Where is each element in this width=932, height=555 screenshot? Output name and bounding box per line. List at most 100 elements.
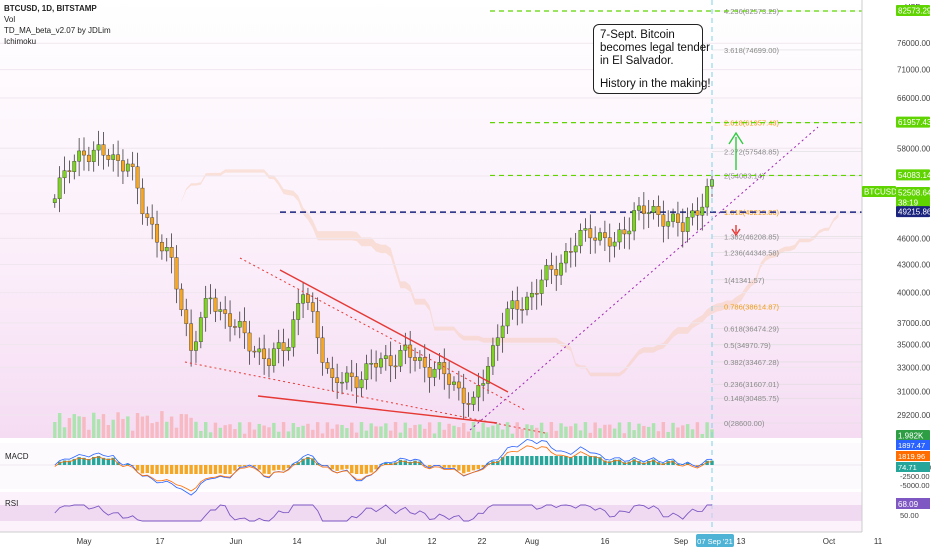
macd-histogram-bar xyxy=(355,465,358,474)
volume-bar xyxy=(355,433,358,438)
candle-body xyxy=(433,369,436,377)
time-tick-label: Sep xyxy=(674,537,689,546)
macd-histogram-bar xyxy=(467,465,470,472)
candle-body xyxy=(68,171,71,172)
price-tag-label: 52508.64 xyxy=(898,189,932,198)
price-tag-label: 49215.86 xyxy=(898,208,932,217)
macd-tick-label: -2500.00 xyxy=(900,472,930,481)
macd-histogram-bar xyxy=(262,465,265,474)
macd-histogram-bar xyxy=(233,465,236,471)
volume-bar xyxy=(438,422,441,438)
candle-body xyxy=(632,210,635,231)
candle-body xyxy=(272,349,275,366)
candle-body xyxy=(73,161,76,171)
candle-body xyxy=(53,199,56,203)
candle-body xyxy=(657,206,660,215)
volume-bar xyxy=(443,430,446,438)
volume-bar xyxy=(92,413,95,438)
candle-body xyxy=(331,368,334,377)
candle-body xyxy=(292,320,295,348)
candle-body xyxy=(447,374,450,385)
volume-bar xyxy=(102,414,105,438)
time-tick-label: Oct xyxy=(823,537,836,546)
macd-histogram-bar xyxy=(165,465,168,474)
candle-body xyxy=(92,150,95,162)
volume-bar xyxy=(228,424,231,438)
volume-bar xyxy=(112,420,115,438)
price-tag-label: 1.982K xyxy=(898,432,924,441)
volume-bar xyxy=(204,422,207,438)
candle-body xyxy=(296,303,299,319)
volume-bar xyxy=(199,431,202,438)
volume-bar xyxy=(467,431,470,438)
candle-body xyxy=(175,258,178,290)
candle-body xyxy=(63,171,66,178)
volume-bar xyxy=(671,423,674,438)
candle-body xyxy=(540,280,543,294)
candle-body xyxy=(696,211,699,216)
candle-body xyxy=(637,206,640,211)
candle-body xyxy=(253,351,256,352)
volume-bar xyxy=(681,425,684,438)
candle-body xyxy=(233,326,236,327)
macd-histogram-bar xyxy=(520,456,523,465)
fib-level-label: 0(28600.00) xyxy=(724,419,765,428)
fib-level-label: 2.272(57548.85) xyxy=(724,147,780,156)
candle-body xyxy=(603,233,606,238)
macd-histogram-bar xyxy=(350,465,353,473)
candle-body xyxy=(628,231,631,234)
volume-bar xyxy=(146,416,149,438)
volume-bar xyxy=(530,425,533,438)
volume-bar xyxy=(87,430,90,438)
volume-bar xyxy=(262,426,265,438)
volume-bar xyxy=(335,424,338,438)
macd-histogram-bar xyxy=(160,465,163,474)
annotation-line: in El Salvador. xyxy=(600,55,696,68)
candle-body xyxy=(574,246,577,252)
volume-bar xyxy=(165,422,168,438)
volume-bar xyxy=(462,423,465,438)
volume-bar xyxy=(58,413,61,438)
volume-bar xyxy=(472,422,475,438)
macd-histogram-bar xyxy=(506,456,509,465)
annotation-line: History in the making! xyxy=(600,78,696,91)
volume-bar xyxy=(662,422,665,438)
volume-bar xyxy=(423,429,426,438)
macd-histogram-bar xyxy=(155,465,158,474)
volume-bar xyxy=(603,425,606,438)
volume-bar xyxy=(657,431,660,438)
volume-bar xyxy=(296,427,299,438)
candle-body xyxy=(525,297,528,310)
volume-bar xyxy=(579,430,582,438)
volume-bar xyxy=(676,428,679,438)
candle-body xyxy=(258,349,261,352)
candle-body xyxy=(467,403,470,404)
candle-body xyxy=(185,310,188,324)
volume-bar xyxy=(559,423,562,438)
candle-body xyxy=(77,151,80,161)
volume-bar xyxy=(589,433,592,438)
candle-body xyxy=(374,363,377,367)
candle-body xyxy=(608,238,611,246)
volume-bar xyxy=(170,417,173,438)
volume-bar xyxy=(491,426,494,438)
macd-histogram-bar xyxy=(185,465,188,474)
price-tick-label: 37000.00 xyxy=(897,319,931,328)
candle-body xyxy=(423,357,426,367)
macd-histogram-bar xyxy=(370,465,373,472)
legend-ichimoku[interactable]: Ichimoku xyxy=(4,36,111,47)
candle-body xyxy=(457,382,460,388)
macd-histogram-bar xyxy=(511,456,514,465)
volume-bar xyxy=(408,428,411,438)
time-tick-label: Jun xyxy=(230,537,243,546)
macd-histogram-bar xyxy=(545,456,548,465)
legend-vol[interactable]: Vol xyxy=(4,14,111,25)
volume-bar xyxy=(326,422,329,438)
legend-td[interactable]: TD_MA_beta_v2.07 by JDLim xyxy=(4,25,111,36)
volume-bar xyxy=(97,419,100,438)
legend-symbol[interactable]: BTCUSD, 1D, BITSTAMP xyxy=(4,3,111,14)
volume-bar xyxy=(666,432,669,438)
candle-body xyxy=(481,383,484,385)
annotation-callout[interactable]: 7-Sept. Bitcoin becomes legal tender in … xyxy=(593,24,703,94)
